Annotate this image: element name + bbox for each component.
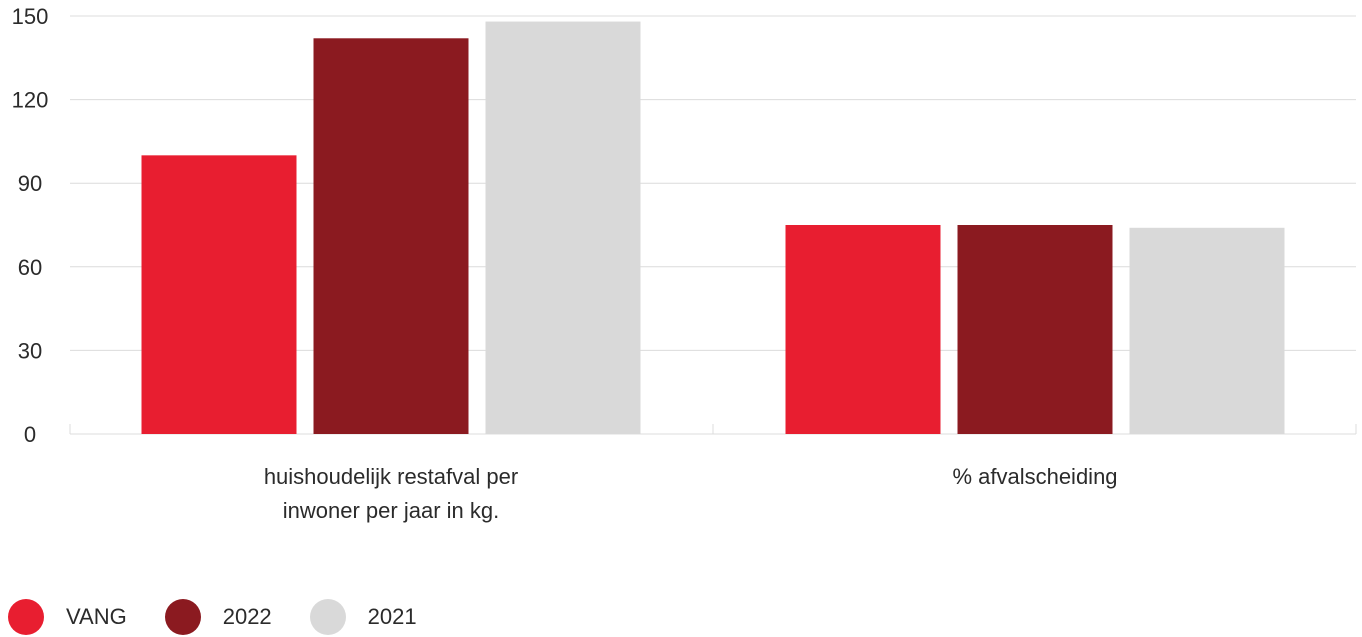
bars (141, 21, 1285, 435)
legend-item-vang: VANG (8, 599, 127, 635)
legend-item-2021: 2021 (309, 599, 417, 635)
bar-2022-1 (957, 225, 1113, 434)
legend-swatch-2022-icon (164, 599, 201, 635)
legend-label-2022: 2022 (222, 604, 272, 629)
legend-swatch-2021-icon (309, 599, 346, 635)
legend-item-2022: 2022 (164, 599, 272, 635)
bar-2021-0 (485, 21, 641, 434)
bar-vang-1 (785, 225, 941, 434)
y-tick-label-90: 90 (18, 171, 42, 196)
legend-label-2021: 2021 (367, 604, 417, 629)
y-tick-label-120: 120 (12, 88, 49, 113)
y-axis-ticks: 0 30 60 90 120 150 (12, 4, 49, 447)
bar-vang-0 (141, 155, 297, 435)
legend-swatch-vang-icon (8, 599, 44, 635)
bar-chart: 0 30 60 90 120 150 huishoudelijk restafval pe… (12, 4, 1357, 523)
x-category-label-0-line-1: inwoner per jaar in kg. (283, 498, 499, 523)
x-category-label-0-line-0: huishoudelijk restafval per (264, 464, 518, 489)
y-tick-label-30: 30 (18, 338, 42, 363)
x-axis-labels: huishoudelijk restafval per inwoner per j… (264, 464, 1118, 523)
y-tick-label-0: 0 (24, 422, 36, 447)
legend-label-vang: VANG (66, 604, 127, 629)
bar-2022-0 (313, 38, 469, 434)
y-tick-label-150: 150 (12, 4, 49, 29)
bar-2021-1 (1129, 227, 1285, 434)
x-category-label-1-line-0: % afvalscheiding (952, 464, 1117, 489)
y-tick-label-60: 60 (18, 255, 42, 280)
legend: VANG 2022 2021 (8, 597, 455, 637)
